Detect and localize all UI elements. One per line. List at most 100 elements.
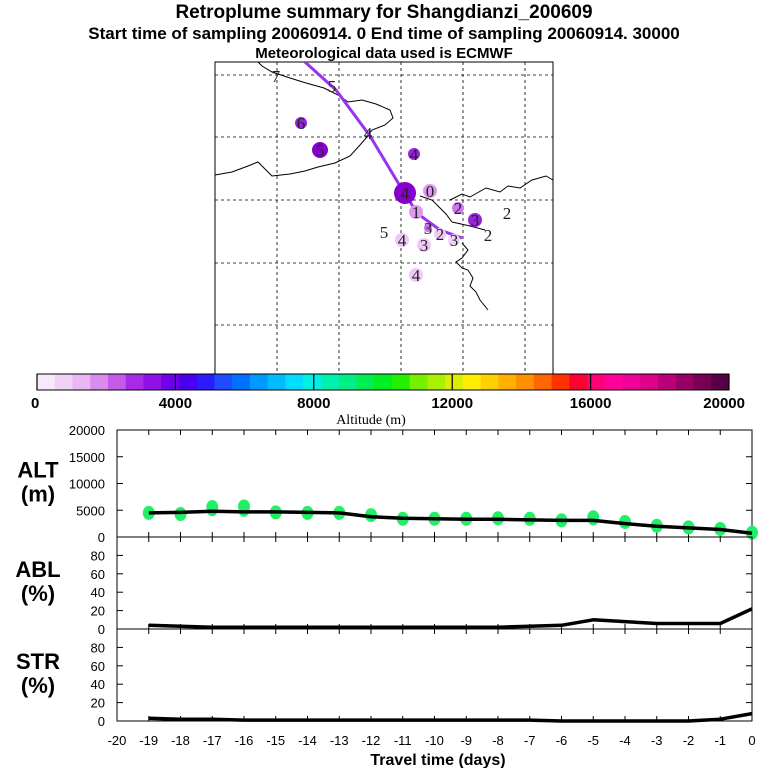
colorbar-tick-label: 4000 [159,395,192,412]
panel-y-label: (m) [21,482,55,507]
panel-y-label: ALT [17,458,59,483]
y-tick-label: 10000 [69,477,105,492]
plume-marker-label: 1 [412,203,421,222]
colorbar-cell [143,374,162,390]
y-tick-label: 20 [91,696,105,711]
page-title: Retroplume summary for Shangdianzi_20060… [175,2,593,23]
x-tick-label: -12 [362,733,381,748]
x-tick-label: -3 [651,733,663,748]
x-tick-label: -2 [683,733,695,748]
colorbar-cell [54,374,73,390]
plume-marker-label: 3 [450,231,459,250]
y-tick-label: 80 [91,548,105,563]
y-tick-label: 0 [98,530,105,545]
x-tick-label: -18 [171,733,190,748]
colorbar-cell [533,374,553,390]
plume-marker-dot [409,205,423,219]
plume-marker: 3 [448,231,460,250]
colorbar-tick-label: 0 [31,395,39,412]
colorbar-cell [587,374,606,390]
x-tick-label: -20 [108,733,127,748]
x-tick-label: -16 [235,733,254,748]
plume-marker-dot [395,233,409,247]
plume-marker-label: 2 [503,204,512,223]
y-tick-label: 60 [91,567,105,582]
colorbar-cell [569,374,588,390]
plume-marker-dot [394,182,416,204]
plume-marker-label: 5 [380,223,389,242]
plume-marker-label: 2 [436,225,445,244]
colorbar-tick-label: 8000 [297,395,330,412]
panel-frame [116,628,753,722]
plume-marker-label: 4 [398,231,407,250]
x-tick-label: -6 [556,733,568,748]
colorbar-cell [249,374,269,390]
colorbar-cell [658,374,677,390]
y-tick-label: 5000 [76,503,105,518]
plume-marker: 7 [272,67,281,86]
y-tick-label: 60 [91,659,105,674]
y-tick-label: 20000 [69,423,105,438]
plume-marker-dot [295,117,307,129]
y-tick-label: 20 [91,604,105,619]
x-tick-label: -19 [139,733,158,748]
time-series-panels: 05000100001500020000ALT(m)020406080ABL(%… [15,423,758,729]
colorbar-cell [90,374,109,390]
altitude-colorbar: 0 4000 8000 12000 16000 20000 Altitude (m) [31,373,745,428]
colorbar-tick-label: 12000 [431,395,473,412]
colorbar-cell [267,374,286,390]
plume-marker: 2 [452,199,464,218]
plume-marker-label: 3 [420,236,429,255]
colorbar-cell [427,374,446,390]
plume-marker-dot [408,148,420,160]
x-tick-label: -8 [492,733,504,748]
plume-marker-label: 6 [297,114,306,133]
colorbar-label: Altitude (m) [336,413,406,428]
x-tick-label: -4 [619,733,631,748]
plume-marker-dot [409,268,423,282]
x-tick-label: -7 [524,733,536,748]
plume-marker: 5 [312,141,328,160]
colorbar-cell [604,374,624,390]
x-tick-label: -14 [298,733,317,748]
plume-marker: 3 [468,211,482,230]
plume-marker-label: 2 [484,226,493,245]
y-tick-label: 80 [91,640,105,655]
plume-marker: 2 [484,226,493,245]
y-tick-label: 40 [91,585,105,600]
plume-marker: 3 [417,236,431,255]
plume-marker-label: 3 [424,219,433,238]
colorbar-cell [622,374,641,390]
series-line [148,509,753,536]
plume-marker: 3 [424,219,433,238]
plume-marker-label: 4 [364,124,373,143]
colorbar-cell [37,374,56,390]
colorbar-cell [551,374,570,390]
colorbar-cell [161,374,180,390]
colorbar-cell [640,374,659,390]
colorbar-cell [303,374,322,390]
panel-abl: 0 20 40 60 80 ABL(%) [15,536,753,637]
colorbar-cell [285,374,304,390]
colorbar-cell [338,374,357,390]
colorbar-cell [409,374,428,390]
sampling-info: Start time of sampling 20060914. 0 End t… [88,24,680,43]
plume-marker: 1 [409,203,423,222]
plume-marker-label: 4 [401,184,410,203]
colorbar-cell [178,374,198,390]
plume-marker-dot [468,213,482,227]
colorbar-cell [320,374,340,390]
plume-marker: 0 [423,182,437,201]
colorbar-tick-label: 20000 [703,395,745,412]
colorbar-cell [214,374,233,390]
colorbar-cell [125,374,144,390]
plume-marker: 4 [394,182,416,204]
colorbar-cell [480,374,499,390]
map-frame [214,61,554,375]
plume-marker: 4 [408,145,420,164]
y-tick-label: 0 [98,622,105,637]
plume-marker-label: 4 [412,266,421,285]
panel-frame [116,536,753,630]
colorbar-cell [516,374,535,390]
